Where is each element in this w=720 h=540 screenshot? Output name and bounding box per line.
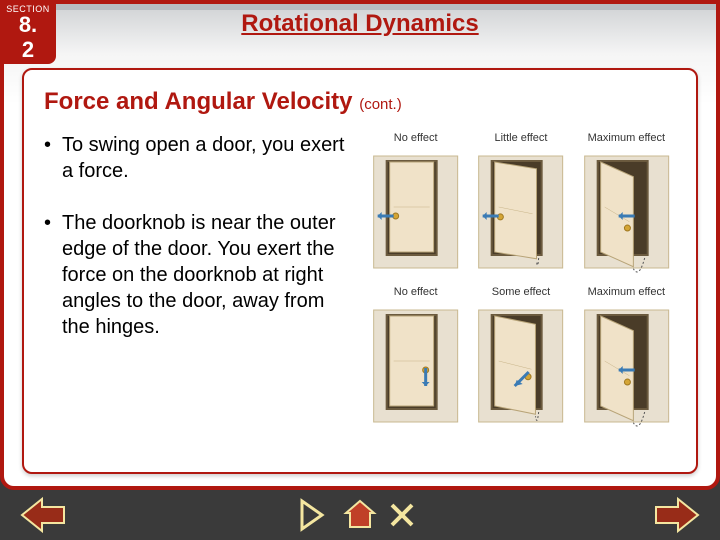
card-body: To swing open a door, you exert a force.…: [44, 132, 676, 436]
door-label: No effect: [366, 286, 465, 300]
door-label: No effect: [366, 132, 465, 146]
section-subnumber: 2: [0, 37, 56, 63]
chapter-title: Rotational Dynamics: [4, 10, 716, 38]
door-cell: Maximum effect: [577, 286, 676, 436]
door-cell: Little effect: [471, 132, 570, 282]
door-label: Some effect: [471, 286, 570, 300]
slide-header: SECTION 8. 2 Rotational Dynamics: [4, 4, 716, 54]
prev-arrow-button[interactable]: [20, 495, 66, 535]
door-diagram-grid: No effect Little effect Maximum effect: [366, 132, 676, 436]
door-illustration: [471, 148, 570, 278]
door-label: Little effect: [471, 132, 570, 146]
bullet-list: To swing open a door, you exert a force.…: [44, 132, 366, 436]
nav-back-icon[interactable]: [298, 497, 338, 533]
door-label: Maximum effect: [577, 286, 676, 300]
door-cell: No effect: [366, 286, 465, 436]
card-title: Force and Angular Velocity (cont.): [44, 88, 676, 116]
next-arrow-button[interactable]: [654, 495, 700, 535]
card-title-cont: (cont.): [359, 96, 402, 113]
nav-close-icon[interactable]: [382, 497, 422, 533]
door-illustration: [366, 148, 465, 278]
nav-bar: [0, 490, 720, 540]
door-illustration: [577, 148, 676, 278]
nav-center-buttons: [298, 497, 422, 533]
door-cell: Some effect: [471, 286, 570, 436]
slide: SECTION 8. 2 Rotational Dynamics Force a…: [0, 0, 720, 490]
card-title-main: Force and Angular Velocity: [44, 88, 353, 115]
content-card: Force and Angular Velocity (cont.) To sw…: [22, 68, 698, 474]
door-cell: No effect: [366, 132, 465, 282]
door-illustration: [577, 302, 676, 432]
bullet-item: To swing open a door, you exert a force.: [44, 132, 356, 184]
bullet-item: The doorknob is near the outer edge of t…: [44, 210, 356, 340]
door-label: Maximum effect: [577, 132, 676, 146]
nav-home-icon[interactable]: [340, 497, 380, 533]
door-illustration: [471, 302, 570, 432]
door-cell: Maximum effect: [577, 132, 676, 282]
door-illustration: [366, 302, 465, 432]
